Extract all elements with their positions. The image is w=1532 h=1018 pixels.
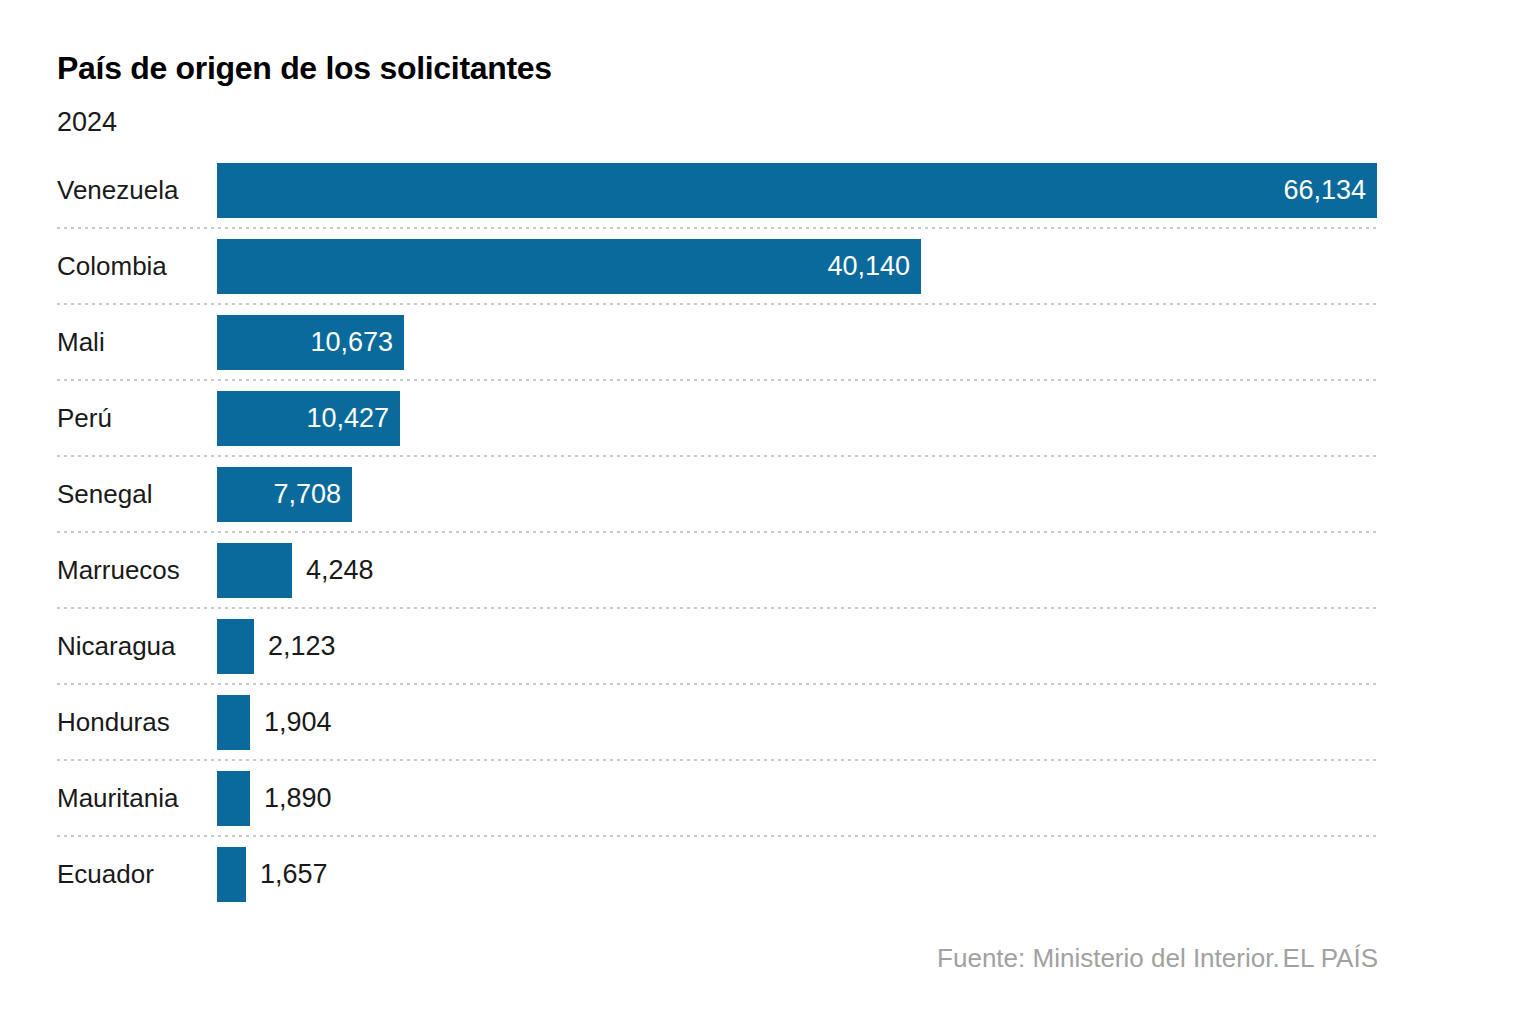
chart-row: Ecuador 1,657 [57, 847, 1378, 923]
category-label: Perú [57, 391, 217, 446]
category-label: Colombia [57, 239, 217, 294]
value-label: 66,134 [1283, 175, 1377, 206]
bar [217, 619, 254, 674]
chart-row: Honduras 1,904 [57, 695, 1378, 771]
value-label: 1,904 [264, 695, 332, 750]
bar [217, 847, 246, 902]
bar [217, 695, 250, 750]
category-label: Ecuador [57, 847, 217, 902]
bar-chart: Venezuela 66,134 Colombia 40,140 Mali 10,673 P… [57, 163, 1378, 923]
brand-text: EL PAÍS [1283, 943, 1378, 973]
category-label: Marruecos [57, 543, 217, 598]
chart-subtitle: 2024 [57, 107, 1378, 138]
value-label: 1,890 [264, 771, 332, 826]
value-label: 10,673 [310, 327, 404, 358]
bar [217, 771, 250, 826]
category-label: Senegal [57, 467, 217, 522]
chart-row: Marruecos 4,248 [57, 543, 1378, 619]
source-note: Fuente: Ministerio del Interior.EL PAÍS [57, 943, 1378, 974]
bar: 10,427 [217, 391, 400, 446]
value-label: 40,140 [827, 251, 921, 282]
category-label: Venezuela [57, 163, 217, 218]
category-label: Nicaragua [57, 619, 217, 674]
chart-row: Colombia 40,140 [57, 239, 1378, 315]
category-label: Mali [57, 315, 217, 370]
chart-page: País de origen de los solicitantes 2024 … [0, 0, 1532, 1018]
value-label: 10,427 [306, 403, 400, 434]
chart-row: Perú 10,427 [57, 391, 1378, 467]
value-label: 4,248 [306, 543, 374, 598]
chart-row: Venezuela 66,134 [57, 163, 1378, 239]
value-label: 7,708 [273, 479, 352, 510]
bar: 40,140 [217, 239, 921, 294]
source-text: Fuente: Ministerio del Interior. [937, 943, 1280, 973]
bar: 10,673 [217, 315, 404, 370]
chart-row: Nicaragua 2,123 [57, 619, 1378, 695]
chart-row: Mali 10,673 [57, 315, 1378, 391]
bar [217, 543, 292, 598]
chart-title: País de origen de los solicitantes [57, 50, 1378, 87]
value-label: 1,657 [260, 847, 328, 902]
bar: 66,134 [217, 163, 1377, 218]
category-label: Honduras [57, 695, 217, 750]
chart-row: Mauritania 1,890 [57, 771, 1378, 847]
category-label: Mauritania [57, 771, 217, 826]
chart-row: Senegal 7,708 [57, 467, 1378, 543]
bar: 7,708 [217, 467, 352, 522]
value-label: 2,123 [268, 619, 336, 674]
